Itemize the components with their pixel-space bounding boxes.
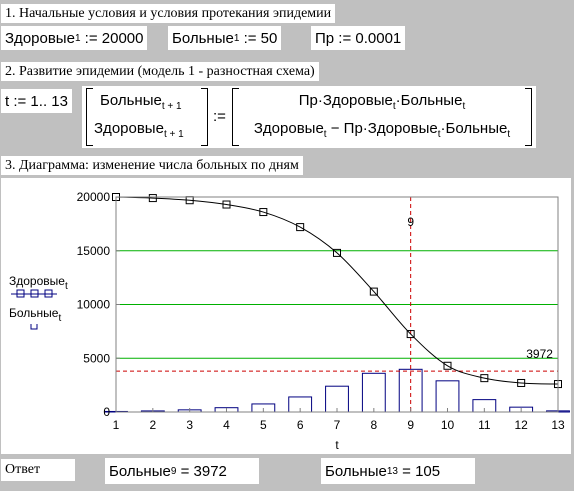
vline-label: 9 <box>407 215 414 229</box>
answer-box-day13[interactable]: Больные 13 = 105 <box>321 458 475 484</box>
rhs-left-bracket <box>232 88 239 146</box>
healthy-point <box>259 208 268 217</box>
x-tick-label: 10 <box>441 418 455 432</box>
recurrence-expr[interactable]: Больныеt + 1 Здоровыеt + 1 := Пр·Здоровы… <box>82 86 536 148</box>
healthy-value: := 20000 <box>84 29 144 47</box>
y-tick-label: 0 <box>103 405 110 419</box>
y-tick-label: 20000 <box>77 190 111 204</box>
y-tick-label: 10000 <box>77 298 111 312</box>
answer1-sub: 9 <box>170 465 177 477</box>
legend-healthy-marker <box>11 289 57 298</box>
lhs-matrix: Больныеt + 1 Здоровыеt + 1 <box>86 88 208 146</box>
x-tick-label: 13 <box>551 418 565 432</box>
y-tick-label: 15000 <box>77 244 111 258</box>
x-tick-label: 2 <box>149 418 156 432</box>
sick-var-sub: 1 <box>233 32 240 44</box>
hline-label: 3972 <box>526 347 553 361</box>
rate-expr[interactable]: Пр := 0.0001 <box>311 26 406 50</box>
answer-label: Ответ <box>1 459 75 481</box>
sick-var: Больные <box>172 29 234 47</box>
section-2-title: 2. Развитие эпидемии (модель 1 - разност… <box>1 62 319 81</box>
legend-sick-marker <box>30 324 38 330</box>
healthy-point <box>148 194 157 203</box>
x-tick-label: 8 <box>370 418 377 432</box>
healthy-point <box>369 287 378 296</box>
x-tick-label: 9 <box>407 418 414 432</box>
answer1-value: = 3972 <box>180 462 227 480</box>
healthy-point <box>480 374 489 383</box>
y-tick-label: 5000 <box>83 351 110 365</box>
healthy-initial-expr[interactable]: Здоровые 1 := 20000 <box>1 26 148 50</box>
healthy-point <box>406 330 415 339</box>
healthy-point <box>222 200 231 209</box>
chart-panel[interactable]: Здоровыеt Больныеt 0 5000 10000 15000 20000 1… <box>1 178 571 454</box>
x-tick-label: 7 <box>334 418 341 432</box>
healthy-point <box>443 361 452 370</box>
section-1-title: 1. Начальные условия и условия протекани… <box>1 4 336 23</box>
lhs-top: Больныеt + 1 <box>100 92 182 112</box>
rhs-bottom: Здоровыеt − Пр·Здоровыеt·Больныеt <box>253 120 511 140</box>
healthy-var: Здоровые <box>5 29 75 47</box>
lhs-left-bracket <box>86 88 93 146</box>
rate-text: Пр := 0.0001 <box>315 29 402 47</box>
healthy-curve <box>115 196 559 385</box>
sick-bar <box>361 372 386 413</box>
x-tick-label: 11 <box>478 418 491 432</box>
healthy-point <box>296 223 305 232</box>
sick-value: := 50 <box>243 29 278 47</box>
sick-bar <box>435 380 460 413</box>
healthy-point <box>333 248 341 257</box>
lhs-bottom: Здоровыеt + 1 <box>94 120 184 140</box>
range-text: t := 1.. 13 <box>5 92 68 110</box>
answer-box-day9[interactable]: Больные 9 = 3972 <box>105 458 259 484</box>
healthy-point <box>517 378 526 387</box>
sick-initial-expr[interactable]: Больные 1 := 50 <box>168 26 282 50</box>
x-tick-label: 1 <box>113 418 120 432</box>
answer1-var: Больные <box>109 462 171 480</box>
answer2-sub: 13 <box>386 465 398 477</box>
x-axis-label: t <box>335 438 339 452</box>
x-tick-label: 12 <box>514 418 528 432</box>
x-tick-label: 3 <box>186 418 193 432</box>
x-tick-label: 6 <box>297 418 304 432</box>
assign-operator: := <box>213 108 226 125</box>
legend-sick-label: Больныеt <box>9 306 62 324</box>
healthy-var-sub: 1 <box>74 32 81 44</box>
rhs-matrix: Пр·Здоровыеt·Больныеt Здоровыеt − Пр·Здо… <box>232 88 532 146</box>
x-tick-label: 4 <box>223 418 230 432</box>
range-expr[interactable]: t := 1.. 13 <box>1 89 72 113</box>
lhs-right-bracket <box>201 88 208 146</box>
section-3-title: 3. Диаграмма: изменение числа больных по… <box>1 156 303 175</box>
rhs-top: Пр·Здоровыеt·Больныеt <box>298 92 466 112</box>
answer2-value: = 105 <box>402 462 441 480</box>
rhs-right-bracket <box>525 88 532 146</box>
answer2-var: Больные <box>325 462 387 480</box>
x-tick-label: 5 <box>260 418 267 432</box>
legend-healthy-label: Здоровыеt <box>9 274 68 292</box>
